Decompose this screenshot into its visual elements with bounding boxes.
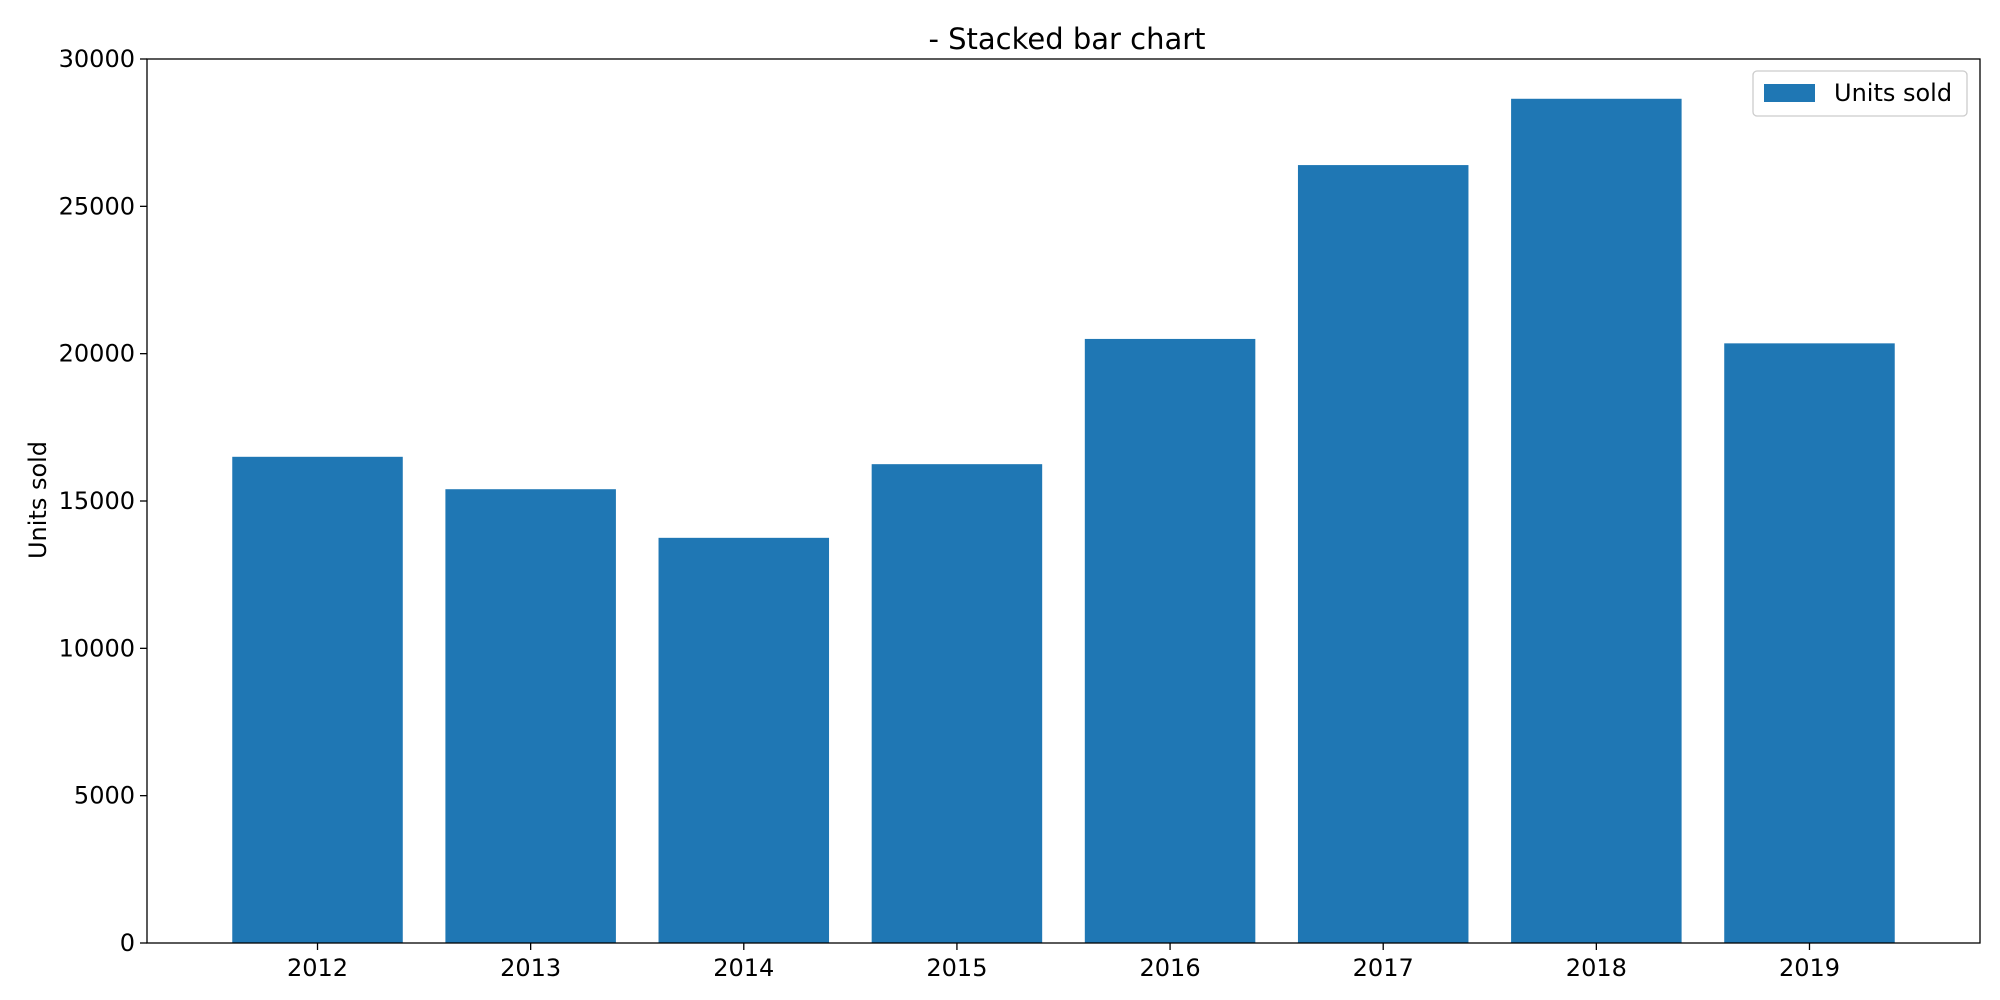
bar-2013 <box>445 489 616 943</box>
x-tick-label: 2019 <box>1779 954 1840 982</box>
bar-2018 <box>1511 98 1682 943</box>
y-tick-label: 0 <box>120 929 135 957</box>
bar-2019 <box>1724 343 1895 944</box>
x-tick-label: 2018 <box>1566 954 1627 982</box>
legend-box <box>1752 70 1968 117</box>
bar-2016 <box>1084 338 1256 943</box>
chart-title: - Stacked bar chart <box>928 22 1205 56</box>
x-tick-label: 2015 <box>926 954 987 982</box>
y-tick-label: 5000 <box>74 782 135 810</box>
legend-entry-units-sold: Units sold <box>1834 79 1952 107</box>
x-tick-label: 2013 <box>500 954 561 982</box>
y-tick-label: 10000 <box>59 634 135 662</box>
x-tick-label: 2014 <box>713 954 774 982</box>
y-axis-label: Units sold <box>24 441 52 559</box>
bar-2015 <box>871 464 1043 943</box>
y-tick-label: 30000 <box>59 45 135 73</box>
x-tick-label: 2016 <box>1140 954 1201 982</box>
y-axis: 0 5000 10000 15000 20000 25000 30000 <box>59 45 147 957</box>
x-axis: 2012 2013 2014 2015 2016 2017 2018 2019 <box>287 943 1840 982</box>
plot-frame <box>146 58 1981 944</box>
x-tick-label: 2012 <box>287 954 348 982</box>
legend-swatch <box>1764 84 1815 102</box>
bar-2012 <box>232 456 403 943</box>
x-tick-label: 2017 <box>1353 954 1414 982</box>
plot-area <box>232 98 1895 944</box>
y-tick-label: 20000 <box>59 340 135 368</box>
legend: Units sold <box>1752 70 1968 117</box>
y-tick-label: 25000 <box>59 192 135 220</box>
y-tick-label: 15000 <box>59 487 135 515</box>
bar-2014 <box>658 537 830 943</box>
bar-2017 <box>1297 165 1469 943</box>
